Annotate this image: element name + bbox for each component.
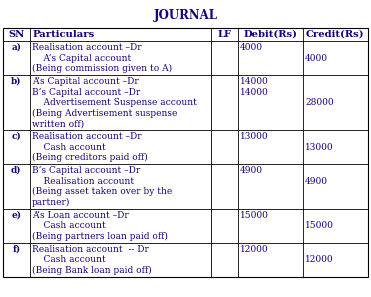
Text: 12000: 12000 [305,255,334,264]
Text: Realisation account: Realisation account [32,177,134,186]
Bar [3,28,368,277]
Text: partner): partner) [32,198,70,207]
Text: 12000: 12000 [240,245,269,254]
Text: (Being creditors paid off): (Being creditors paid off) [32,153,148,162]
Text: a): a) [12,43,21,52]
Text: B’s Capital account –Dr: B’s Capital account –Dr [32,88,140,97]
Text: c): c) [12,132,21,141]
Text: Realisation account –Dr: Realisation account –Dr [32,43,142,52]
Text: Cash account: Cash account [32,255,106,264]
Text: Debit(Rs): Debit(Rs) [243,30,297,39]
Text: SN: SN [8,30,24,39]
Text: d): d) [11,166,22,175]
Text: LF: LF [217,30,232,39]
Text: 15000: 15000 [240,211,269,220]
Text: f): f) [12,244,20,253]
Text: 13000: 13000 [305,143,334,152]
Text: (Being Advertisement suspense: (Being Advertisement suspense [32,109,177,118]
Text: 4900: 4900 [305,177,328,186]
Text: b): b) [11,77,22,86]
Text: Credit(Rs): Credit(Rs) [306,30,365,39]
Text: A’s Capital account –Dr: A’s Capital account –Dr [32,77,139,86]
Text: 14000: 14000 [240,88,269,97]
Text: Particulars: Particulars [32,30,94,39]
Text: A’s Capital account: A’s Capital account [32,54,131,63]
Text: (Being partners loan paid off): (Being partners loan paid off) [32,232,168,241]
Text: (Being commission given to A): (Being commission given to A) [32,64,172,73]
Text: 15000: 15000 [305,221,334,230]
Text: written off): written off) [32,119,84,128]
Text: JOURNAL: JOURNAL [154,9,217,22]
Text: 4900: 4900 [240,166,263,175]
Text: (Being Bank loan paid off): (Being Bank loan paid off) [32,266,152,275]
Text: Realisation account  -- Dr: Realisation account -- Dr [32,245,149,254]
Text: Cash account: Cash account [32,143,106,152]
Text: 4000: 4000 [305,54,328,63]
Text: 14000: 14000 [240,77,269,86]
Text: 13000: 13000 [240,132,269,141]
Text: 4000: 4000 [240,43,263,52]
Text: Advertisement Suspense account: Advertisement Suspense account [32,98,197,107]
Text: e): e) [12,210,21,219]
Text: (Being asset taken over by the: (Being asset taken over by the [32,187,173,196]
Text: 28000: 28000 [305,98,334,107]
Text: A’s Loan account –Dr: A’s Loan account –Dr [32,211,129,220]
Text: B’s Capital account –Dr: B’s Capital account –Dr [32,166,140,175]
Text: Realisation account –Dr: Realisation account –Dr [32,132,142,141]
Text: Cash account: Cash account [32,221,106,230]
